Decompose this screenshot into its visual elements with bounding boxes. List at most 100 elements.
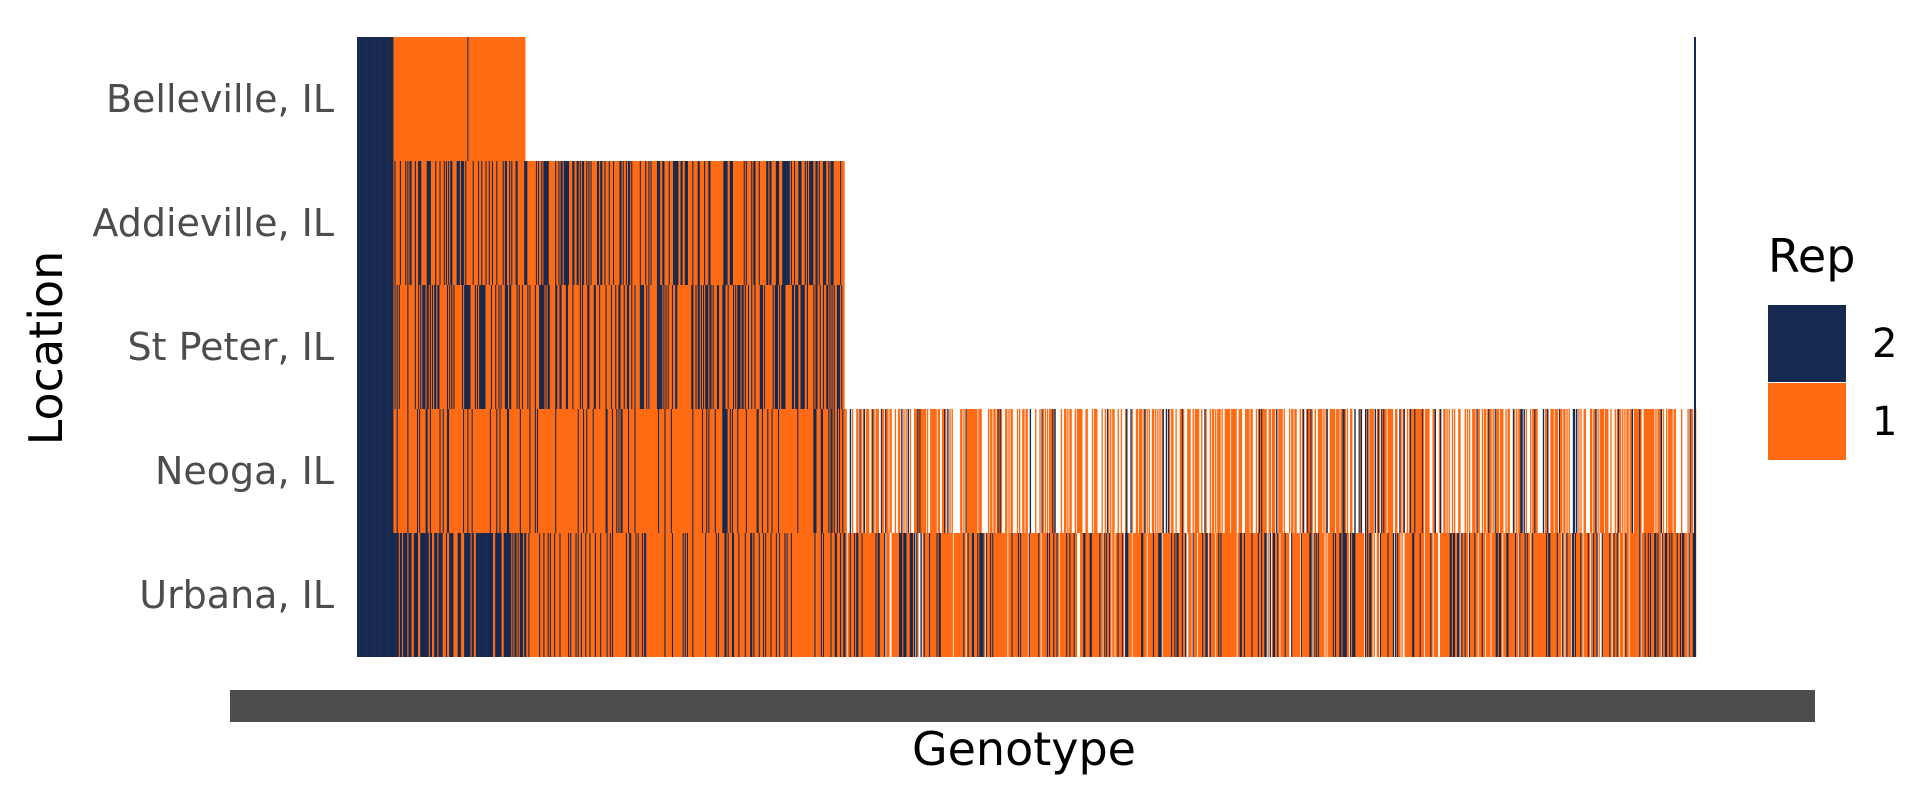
heatmap-cell [366,409,369,533]
heatmap-cell [1220,533,1222,657]
heatmap-cell [1107,409,1110,533]
heatmap-cell [903,409,905,533]
heatmap-cell [1264,533,1266,657]
heatmap-cell [457,37,460,161]
heatmap-cell [1426,533,1428,657]
heatmap-cell [792,285,795,409]
heatmap-cell [358,37,360,161]
heatmap-cell [408,161,410,285]
heatmap-cell [677,533,679,657]
heatmap-cell [683,533,686,657]
heatmap-cell [1616,409,1619,533]
heatmap-cell [640,285,643,409]
heatmap-cell [456,533,458,657]
heatmap-cell [545,161,547,285]
heatmap-cell [995,533,997,657]
heatmap-cell [725,409,727,533]
heatmap-cell [444,285,447,409]
heatmap-cell [837,533,840,657]
heatmap-cell [487,161,490,285]
heatmap-cell [1398,533,1400,657]
heatmap-cell [425,533,427,657]
heatmap-cell [1062,533,1065,657]
heatmap-cell [831,533,833,657]
heatmap-cell [1367,409,1369,533]
heatmap-cell [1016,533,1019,657]
heatmap-cell [512,37,514,161]
heatmap-cell [804,409,807,533]
heatmap-cell [1216,533,1218,657]
heatmap-cell [1022,533,1024,657]
heatmap-cell [794,161,796,285]
heatmap-cell [411,161,413,285]
heatmap-cell [1563,533,1565,657]
heatmap-cell [514,37,516,161]
heatmap-cell [470,533,472,657]
heatmap-cell [490,533,493,657]
heatmap-cell [788,161,791,285]
heatmap-cell [1117,533,1119,657]
heatmap-cell [1466,409,1469,533]
heatmap-cell [1550,533,1552,657]
heatmap-cell [880,533,883,657]
heatmap-cell [726,285,728,409]
heatmap-cell [380,409,382,533]
heatmap-cell [725,285,727,409]
heatmap-cell [639,409,642,533]
heatmap-cell [961,409,963,533]
heatmap-cell [886,533,888,657]
heatmap-cell [386,409,389,533]
heatmap-cell [377,533,379,657]
heatmap-cell [375,533,377,657]
heatmap-cell [1584,533,1586,657]
heatmap-cell [909,533,912,657]
heatmap-cell [1078,409,1081,533]
heatmap-cell [1636,409,1638,533]
heatmap-cell [370,37,373,161]
heatmap-cell [362,37,364,161]
heatmap-cell [1603,533,1606,657]
heatmap-cell [411,533,413,657]
heatmap-cell [1273,409,1276,533]
heatmap-cell [465,533,467,657]
heatmap-cell [488,161,491,285]
heatmap-cell [1310,533,1312,657]
heatmap-cell [1474,533,1476,657]
heatmap-cell [644,533,646,657]
heatmap-cell [408,533,410,657]
heatmap-cell [747,161,750,285]
heatmap-cell [1604,409,1607,533]
heatmap-cell [440,409,442,533]
heatmap-cell [633,409,635,533]
heatmap-cell [753,533,755,657]
heatmap-cell [553,161,555,285]
heatmap-cell [1317,409,1320,533]
heatmap-cell [543,533,545,657]
heatmap-cell [577,285,580,409]
heatmap-cell [1016,409,1019,533]
heatmap-cell [463,409,465,533]
heatmap-cell [1005,533,1007,657]
heatmap-cell [906,533,908,657]
heatmap-cell [504,409,507,533]
heatmap-cell [576,285,578,409]
heatmap-cell [814,161,816,285]
heatmap-cell [535,533,538,657]
heatmap-cell [564,285,567,409]
heatmap-cell [919,409,921,533]
heatmap-cell [1246,409,1248,533]
heatmap-cell [693,409,695,533]
heatmap-cell [1569,533,1571,657]
heatmap-cell [530,285,532,409]
heatmap-cell [425,161,427,285]
heatmap-cell [1593,409,1595,533]
heatmap-cell [572,409,574,533]
heatmap-cell [438,37,440,161]
heatmap-cell [744,533,747,657]
heatmap-cell [836,285,839,409]
heatmap-cell [585,285,587,409]
heatmap-cell [992,533,994,657]
heatmap-cell [375,37,377,161]
heatmap-cell [581,533,584,657]
heatmap-cell [740,533,742,657]
